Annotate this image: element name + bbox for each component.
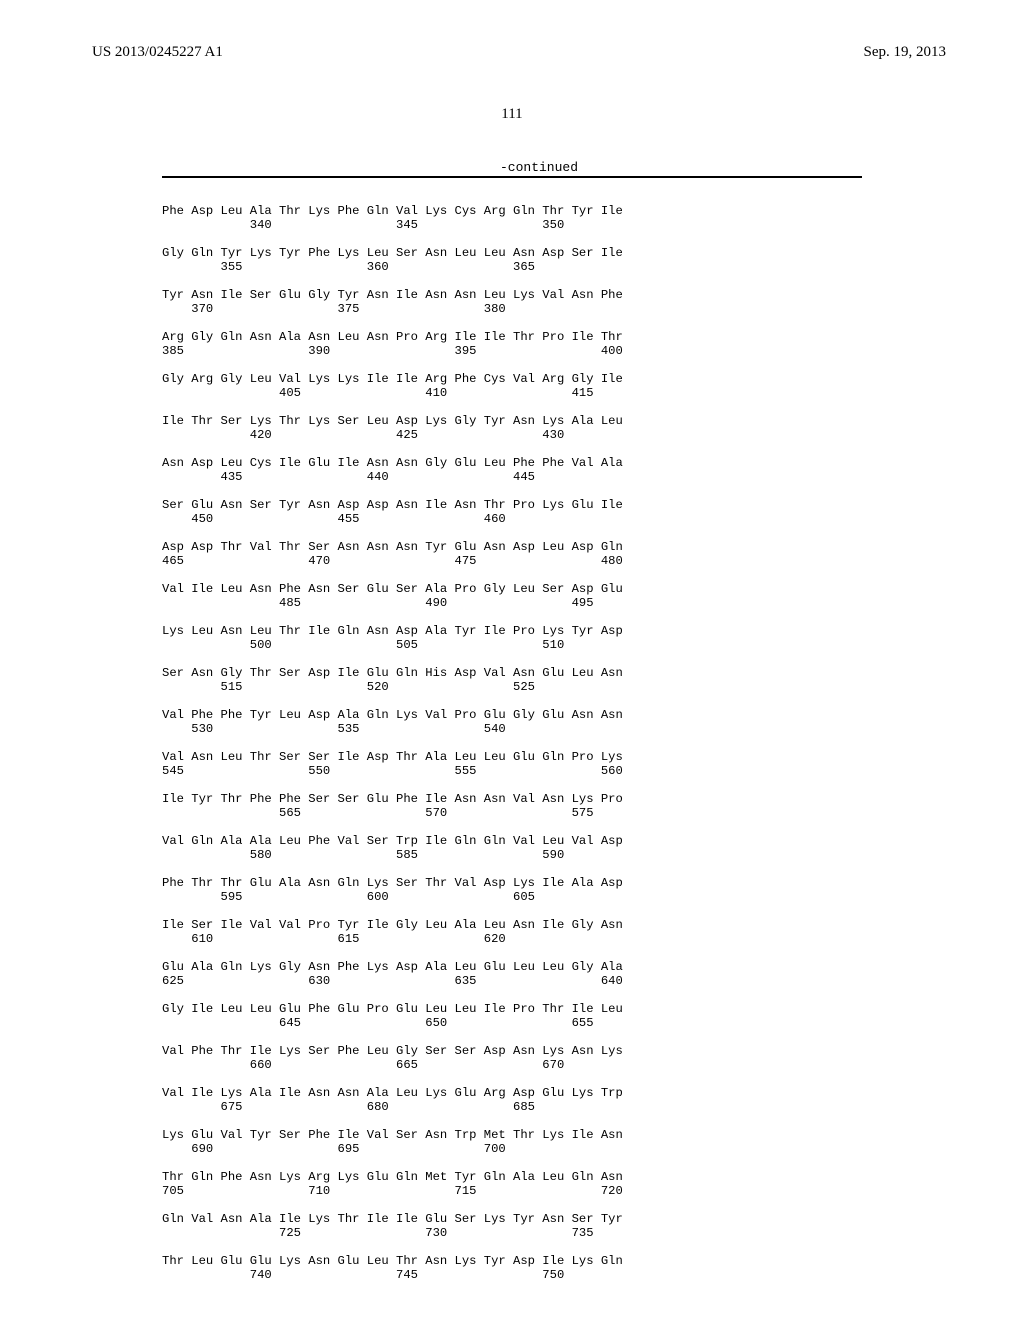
sequence-listing: Phe Asp Leu Ala Thr Lys Phe Gln Val Lys … xyxy=(162,204,623,1282)
publication-date: Sep. 19, 2013 xyxy=(864,44,947,61)
publication-number: US 2013/0245227 A1 xyxy=(92,44,223,61)
horizontal-rule xyxy=(162,176,862,178)
page-number: 111 xyxy=(0,106,1024,123)
continued-label: -continued xyxy=(500,160,578,175)
page-header: US 2013/0245227 A1 Sep. 19, 2013 xyxy=(0,44,1024,61)
